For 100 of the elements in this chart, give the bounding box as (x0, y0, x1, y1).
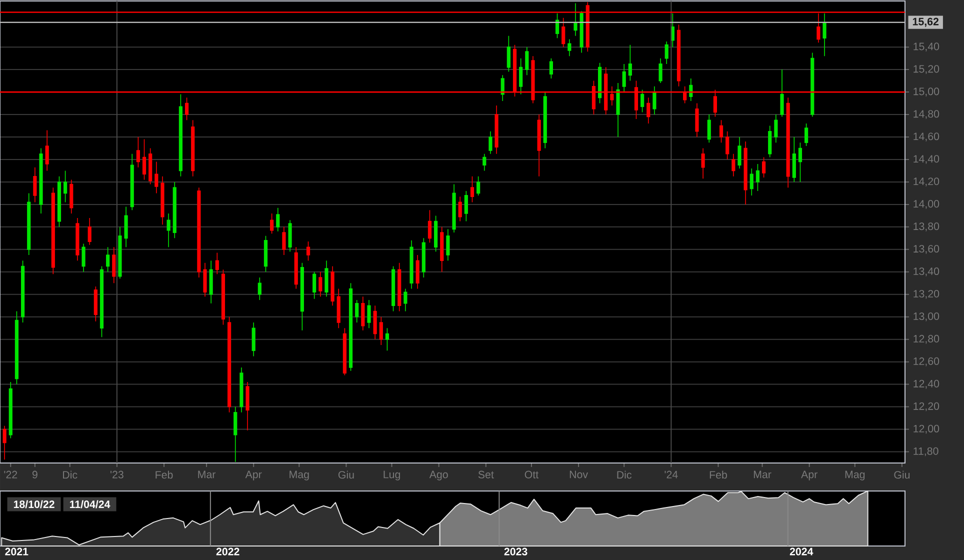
candlestick (130, 153, 134, 210)
x-tick-label: Apr (245, 470, 262, 480)
candlestick (732, 153, 736, 177)
candlestick (416, 254, 420, 290)
y-tick-label: 12,60 (914, 357, 940, 366)
candlestick (234, 406, 238, 462)
candlestick (537, 114, 541, 177)
candlestick (142, 138, 146, 180)
candlestick (288, 220, 292, 252)
candlestick (543, 92, 547, 149)
y-tick-label: 12,20 (914, 402, 940, 412)
x-tick-label: Set (478, 470, 494, 478)
candlestick (822, 12, 826, 56)
x-tick-label: Giu (338, 470, 354, 479)
x-tick-label: Mag (845, 470, 865, 480)
candlestick (70, 179, 74, 214)
candlestick (506, 35, 510, 72)
x-tick-label: '22 (4, 470, 18, 478)
candlestick (215, 252, 219, 275)
candlestick (312, 271, 316, 300)
x-tick-label: Ago (429, 470, 448, 480)
x-tick-label: Dic (63, 470, 78, 479)
candlestick (780, 69, 784, 118)
candlestick (707, 114, 711, 144)
x-tick-label: Nov (570, 470, 588, 478)
candlestick (804, 123, 808, 146)
x-tick-label: 2023 (504, 548, 528, 556)
x-tick-label: '24 (664, 470, 678, 478)
x-tick-label: Mag (290, 470, 309, 480)
x-tick-label: 2021 (5, 548, 28, 556)
y-tick-label: 15,40 (914, 42, 940, 52)
x-tick-label: Lug (384, 470, 400, 480)
y-tick-label: 13,40 (914, 267, 940, 276)
y-tick-label: 14,20 (914, 178, 940, 186)
x-tick-label: 2024 (790, 548, 814, 556)
y-tick-label: 15,00 (914, 88, 940, 96)
y-tick-label: 14,80 (914, 110, 940, 119)
candlestick (398, 262, 402, 312)
candlestick (76, 218, 80, 262)
candlestick (701, 148, 705, 179)
candlestick (166, 213, 170, 248)
candlestick (792, 136, 796, 182)
y-tick-label: 11,80 (914, 447, 938, 456)
candlestick (318, 271, 322, 298)
candlestick (112, 246, 116, 284)
candlestick (361, 296, 365, 331)
y-tick-label: 14,40 (914, 155, 940, 164)
candlestick (410, 240, 414, 290)
candlestick (786, 97, 790, 188)
annotation: 11/04/24 (70, 500, 110, 508)
candlestick (664, 41, 668, 64)
x-tick-label: 9 (32, 470, 38, 478)
candlestick (768, 125, 772, 158)
candlestick (750, 168, 754, 196)
candlestick (519, 58, 523, 95)
candlestick (726, 130, 730, 160)
x-tick-label: Dic (617, 470, 632, 479)
candlestick (367, 300, 371, 328)
x-tick-label: Giu (894, 470, 910, 479)
y-tick-label: 13,60 (914, 245, 940, 254)
y-tick-label: 12,00 (914, 424, 940, 434)
candlestick (652, 86, 656, 115)
y-tick-label: 14,00 (914, 200, 940, 209)
candlestick (45, 130, 49, 172)
candlestick (798, 142, 802, 182)
candlestick (324, 260, 328, 298)
candlestick (774, 114, 778, 144)
candlestick (500, 74, 504, 102)
candlestick (379, 316, 383, 346)
candlestick (306, 241, 310, 262)
x-tick-label: Mar (198, 470, 216, 478)
candlestick (744, 141, 748, 205)
candlestick (464, 190, 468, 222)
candlestick (88, 218, 92, 246)
candlestick (488, 130, 492, 154)
candlestick (82, 243, 86, 272)
y-tick-label: 13,20 (914, 290, 940, 299)
x-tick-label: '23 (110, 470, 124, 478)
candlestick (762, 156, 766, 178)
y-tick-label: 12,40 (914, 380, 940, 389)
candlestick (330, 266, 334, 306)
x-tick-label: Mar (754, 470, 772, 478)
candlestick (106, 246, 110, 272)
candlestick (470, 176, 474, 203)
candlestick (689, 78, 693, 102)
candlestick (240, 367, 244, 413)
candlestick (562, 17, 566, 48)
candlestick (336, 288, 340, 328)
candlestick (246, 382, 250, 431)
annotation: 18/10/22 (14, 500, 54, 508)
candlestick (64, 170, 68, 203)
y-tick-label: 14,60 (914, 132, 940, 142)
candlestick (258, 277, 262, 300)
candlestick (136, 136, 140, 168)
candlestick (191, 120, 195, 177)
candlestick (719, 120, 724, 144)
candlestick (160, 176, 164, 226)
candlestick (440, 226, 444, 272)
candlestick (525, 46, 529, 76)
candlestick (184, 97, 189, 121)
